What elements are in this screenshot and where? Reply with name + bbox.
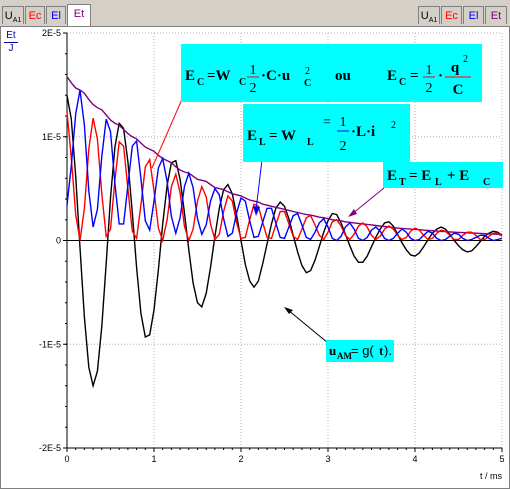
el-eq: = W — [269, 128, 296, 144]
plot-area[interactable] — [0, 26, 510, 489]
el-frac-den: 2 — [340, 139, 347, 154]
x-tick-label: 4 — [412, 454, 417, 464]
ec-eq-sub: C — [239, 77, 246, 88]
x-axis-label: t / ms — [480, 471, 502, 481]
et-formula-svg: E T = E L + E C — [387, 168, 490, 188]
y-tick-label: -1E-5 — [39, 339, 61, 349]
tab-left-et[interactable]: Et — [67, 4, 91, 26]
uam-sub: AM — [337, 351, 352, 361]
et-rhs: = E — [409, 168, 431, 184]
tab-right-el[interactable]: El — [463, 6, 484, 24]
ec-formula-svg: E C =W C 1 2 ·C·u 2 C ou E C = 1 2 · q 2… — [185, 54, 471, 98]
ec-term-sup: 2 — [305, 66, 310, 77]
tab-right-et[interactable]: Et — [485, 6, 507, 24]
x-tick-label: 0 — [64, 454, 69, 464]
ec-q-sup: 2 — [463, 54, 468, 65]
y-axis-unit: Et J — [4, 30, 18, 55]
x-tick-label: 1 — [151, 454, 156, 464]
el-eq-sub: L — [307, 137, 314, 148]
et-rhs-sub2: C — [483, 177, 490, 188]
el-pointer-arrow — [253, 206, 260, 216]
uam-formula-svg: u AM = g( t ). — [329, 343, 392, 361]
ec-q: q — [451, 60, 460, 76]
et-rhs-sub1: L — [435, 177, 442, 188]
ec-c: C — [453, 82, 464, 98]
uam-pointer-line — [287, 309, 329, 344]
tab-sub: A1 — [428, 17, 438, 25]
et-lhs: E — [387, 168, 397, 184]
annotation-pointers — [151, 96, 385, 344]
x-tick-label: 5 — [499, 454, 504, 464]
el-pointer-line — [255, 159, 263, 211]
ec-term-sub: C — [304, 78, 311, 89]
uam-close: ). — [384, 343, 392, 358]
series-line-el — [66, 89, 503, 242]
tab-left-el[interactable]: El — [46, 6, 66, 24]
ec-eq: =W — [207, 68, 231, 84]
el-formula-svg: E L = W L = 1 2 ·L·i 2 — [247, 115, 396, 154]
tab-sub: A1 — [12, 17, 22, 25]
y-tick-label: -2E-5 — [39, 443, 61, 453]
tick-labels: 0 1 2 3 4 5 2E-5 1E-5 0 -1E-5 -2E-5 t / ms — [39, 28, 505, 481]
y-unit-den: J — [8, 43, 14, 54]
et-pointer-line — [351, 187, 385, 215]
el-formula: E L = W L = 1 2 ·L·i 2 — [243, 104, 410, 162]
y-unit-num: Et — [4, 30, 18, 43]
series-line-ec — [66, 111, 503, 244]
uam-t: t — [379, 343, 384, 358]
el-term: ·L·i — [351, 124, 375, 140]
x-tick-label: 3 — [325, 454, 330, 464]
ec-ou: ou — [335, 68, 351, 84]
ec-eq2: = — [410, 68, 419, 84]
uam-formula: u AM = g( t ). — [326, 340, 394, 362]
ec-frac1-den: 2 — [250, 81, 257, 96]
el-eq2: = — [323, 115, 331, 130]
x-tick-label: 2 — [238, 454, 243, 464]
el-lhs: E — [247, 128, 257, 144]
el-term-sup: 2 — [391, 120, 396, 131]
et-plus: + E — [447, 168, 469, 184]
uam-u: u — [329, 343, 336, 358]
tab-left-ua1[interactable]: UA1 — [2, 6, 24, 24]
ec-lhs2-sub: C — [399, 77, 406, 88]
axes — [63, 32, 503, 452]
ec-frac1-num: 1 — [250, 63, 257, 78]
tab-label: U — [420, 10, 429, 22]
series-group — [66, 76, 503, 389]
el-frac-num: 1 — [340, 115, 347, 130]
et-pointer-arrow — [348, 209, 357, 217]
ec-dot: · — [438, 68, 443, 84]
tab-right-ec[interactable]: Ec — [441, 6, 462, 24]
uam-pointer-arrow — [284, 307, 293, 314]
series-line-uam — [66, 95, 503, 389]
tab-label: U — [4, 10, 13, 22]
tab-bar: UA1 Ec El Et UA1 Ec El Et — [0, 0, 510, 26]
ec-formula: E C =W C 1 2 ·C·u 2 C ou E C = 1 2 · q 2… — [181, 44, 482, 102]
ec-frac2-den: 2 — [426, 81, 433, 96]
et-lhs-sub: T — [399, 177, 406, 188]
ec-term: ·C·u — [261, 68, 290, 84]
y-tick-label: 2E-5 — [42, 28, 61, 38]
series-line-et — [66, 76, 503, 236]
el-lhs-sub: L — [259, 137, 266, 148]
tab-left-ec[interactable]: Ec — [25, 6, 45, 24]
y-tick-label: 0 — [56, 236, 61, 246]
ec-lhs2: E — [387, 68, 397, 84]
tab-right-ua1[interactable]: UA1 — [418, 6, 440, 24]
ec-lhs: E — [185, 68, 195, 84]
et-formula: E T = E L + E C — [383, 162, 503, 188]
y-tick-label: 1E-5 — [42, 132, 61, 142]
uam-rest: = g( — [351, 343, 374, 358]
ec-frac2-num: 1 — [426, 63, 433, 78]
ec-pointer-line — [151, 96, 184, 169]
ec-lhs-sub: C — [197, 77, 204, 88]
